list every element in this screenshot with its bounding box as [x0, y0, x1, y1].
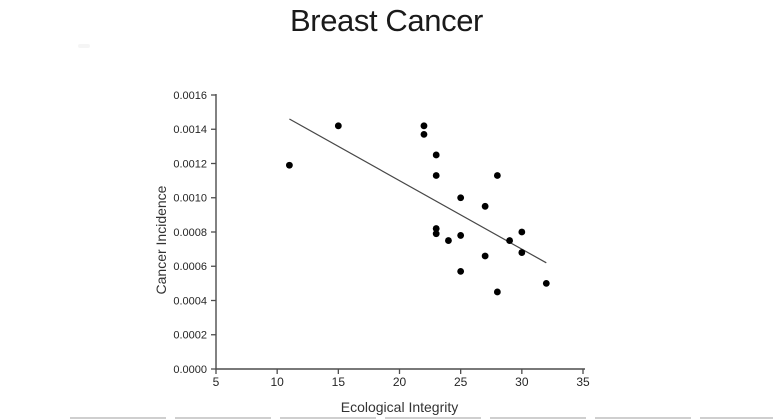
data-point: [457, 232, 465, 239]
data-point: [286, 161, 293, 169]
data-point: [493, 288, 501, 296]
y-tick-label: 0.0008: [173, 227, 207, 239]
data-point: [481, 252, 489, 260]
smudge-artifact: [78, 44, 90, 48]
y-tick-label: 0.0010: [173, 193, 207, 205]
data-point: [334, 122, 342, 130]
chart-title: Breast Cancer: [290, 3, 483, 38]
y-tick-label: 0.0016: [173, 90, 207, 102]
trend-line: [289, 118, 547, 264]
data-point: [432, 151, 440, 159]
data-point: [445, 237, 452, 244]
data-point: [420, 130, 428, 138]
data-point: [518, 249, 526, 256]
data-point: [518, 228, 526, 236]
y-tick-label: 0.0012: [173, 158, 207, 170]
data-point: [432, 172, 440, 179]
data-point: [457, 267, 465, 275]
x-tick-label: 35: [576, 375, 590, 389]
data-point: [432, 225, 440, 232]
y-tick-label: 0.0004: [173, 295, 207, 307]
x-tick-label: 15: [332, 375, 346, 389]
data-point: [542, 279, 550, 287]
y-tick-label: 0.0002: [173, 330, 207, 342]
x-tick-label: 25: [454, 375, 468, 389]
x-tick-label: 5: [213, 375, 220, 389]
data-point: [493, 172, 501, 179]
x-axis-label: Ecological Integrity: [340, 399, 459, 415]
data-point: [432, 230, 440, 238]
y-tick-label: 0.0014: [173, 124, 207, 136]
data-point: [506, 237, 513, 244]
y-axis-label: Cancer Incidence: [153, 185, 169, 295]
bottom-edge-artifact: [70, 417, 773, 419]
data-point: [420, 122, 428, 130]
y-tick-label: 0.0000: [173, 364, 207, 376]
y-tick-label: 0.0006: [173, 261, 207, 273]
data-point: [457, 194, 465, 202]
x-tick-label: 30: [515, 375, 529, 389]
data-point: [481, 202, 489, 210]
x-tick-label: 10: [270, 375, 284, 389]
x-tick-label: 20: [393, 375, 407, 389]
